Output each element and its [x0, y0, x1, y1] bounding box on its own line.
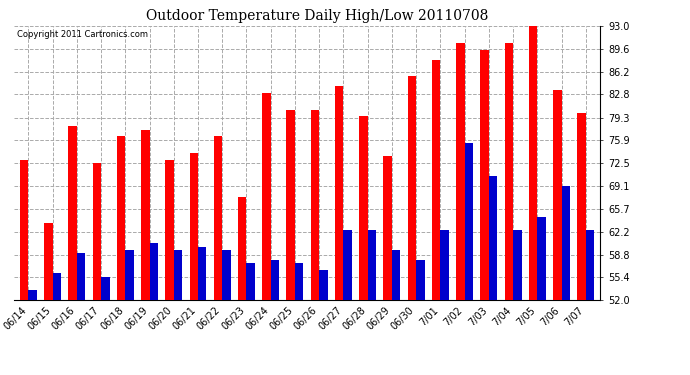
Bar	[174, 250, 182, 300]
Bar	[432, 60, 440, 300]
Bar	[238, 196, 246, 300]
Bar	[538, 216, 546, 300]
Bar	[562, 186, 570, 300]
Bar	[166, 160, 174, 300]
Bar	[28, 290, 37, 300]
Bar	[92, 163, 101, 300]
Bar	[480, 50, 489, 300]
Bar	[150, 243, 158, 300]
Bar	[416, 260, 424, 300]
Bar	[295, 263, 304, 300]
Bar	[384, 156, 392, 300]
Bar	[270, 260, 279, 300]
Bar	[464, 143, 473, 300]
Bar	[198, 247, 206, 300]
Bar	[44, 223, 52, 300]
Bar	[222, 250, 230, 300]
Bar	[126, 250, 134, 300]
Bar	[456, 43, 464, 300]
Bar	[101, 277, 110, 300]
Bar	[52, 273, 61, 300]
Bar	[286, 110, 295, 300]
Bar	[246, 263, 255, 300]
Bar	[214, 136, 222, 300]
Bar	[344, 230, 352, 300]
Bar	[141, 130, 150, 300]
Bar	[310, 110, 319, 300]
Bar	[586, 230, 594, 300]
Bar	[77, 253, 86, 300]
Bar	[578, 113, 586, 300]
Bar	[20, 160, 28, 300]
Bar	[504, 43, 513, 300]
Bar	[68, 126, 77, 300]
Bar	[262, 93, 270, 300]
Bar	[553, 90, 562, 300]
Bar	[440, 230, 449, 300]
Bar	[529, 26, 538, 300]
Bar	[489, 177, 497, 300]
Bar	[408, 76, 416, 300]
Text: Outdoor Temperature Daily High/Low 20110708: Outdoor Temperature Daily High/Low 20110…	[146, 9, 489, 23]
Bar	[117, 136, 126, 300]
Text: Copyright 2011 Cartronics.com: Copyright 2011 Cartronics.com	[17, 30, 148, 39]
Bar	[359, 116, 368, 300]
Bar	[392, 250, 400, 300]
Bar	[335, 86, 344, 300]
Bar	[319, 270, 328, 300]
Bar	[190, 153, 198, 300]
Bar	[368, 230, 376, 300]
Bar	[513, 230, 522, 300]
